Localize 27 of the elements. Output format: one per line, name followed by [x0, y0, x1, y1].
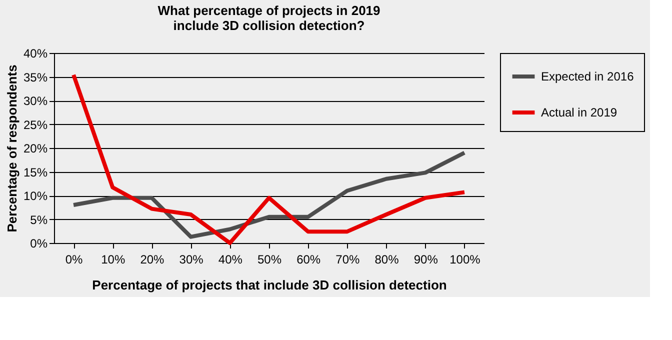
x-tick-label: 40%	[218, 252, 243, 266]
x-tick-label: 20%	[140, 252, 165, 266]
x-tick-label: 10%	[101, 252, 126, 266]
line-series	[72, 72, 466, 245]
y-axis-title: Percentage of respondents	[4, 64, 20, 232]
y-tick-label: 35%	[23, 70, 48, 84]
y-tick-label: 20%	[23, 142, 48, 156]
y-tick-label: 5%	[30, 212, 48, 227]
x-tick-label: 80%	[374, 252, 400, 266]
x-tick-label: 30%	[179, 252, 204, 266]
line-series	[72, 150, 466, 239]
x-tick-label: 70%	[336, 252, 360, 266]
x-tick-label: 90%	[414, 252, 438, 266]
legend-label: Actual in 2019	[541, 106, 618, 120]
y-tick-label: 40%	[23, 46, 48, 60]
x-tick-label: 0%	[65, 252, 84, 266]
legend-label: Expected in 2016	[541, 70, 634, 84]
x-axis-title: Percentage of projects that include 3D collision detection	[92, 278, 447, 292]
y-tick-label: 10%	[23, 189, 48, 203]
y-tick-label: 0%	[30, 236, 48, 250]
chart-title: What percentage of projects in 2019 include 3D collision detection?	[158, 3, 380, 33]
x-tick-label: 50%	[257, 252, 282, 266]
y-tick-label: 30%	[23, 94, 48, 108]
x-tick-label: 100%	[450, 252, 481, 266]
y-tick-label: 15%	[23, 165, 48, 180]
y-tick-label: 25%	[23, 118, 48, 132]
x-tick-label: 60%	[296, 252, 321, 266]
